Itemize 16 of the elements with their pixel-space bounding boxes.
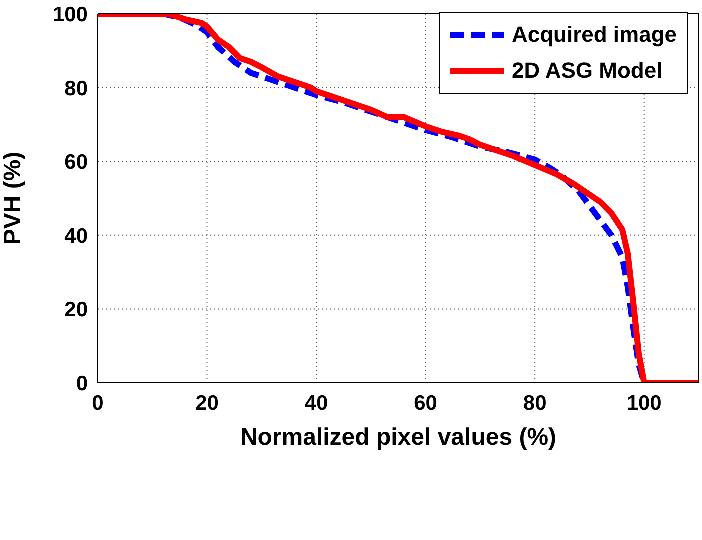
x-tick-label: 20 <box>196 392 219 415</box>
y-tick-label: 80 <box>64 77 88 100</box>
legend-label: Acquired image <box>512 22 677 48</box>
y-tick-label: 60 <box>64 151 88 174</box>
y-tick-label: 0 <box>76 372 88 396</box>
x-tick-label: 0 <box>92 392 104 415</box>
x-axis-title: Normalized pixel values (%) <box>240 424 557 451</box>
x-tick-label: 40 <box>304 392 328 415</box>
legend-label: 2D ASG Model <box>512 58 663 84</box>
y-axis-title: PVH (%) <box>0 152 27 246</box>
x-tick-label: 80 <box>523 392 547 415</box>
y-tick-label: 20 <box>64 298 88 322</box>
x-tick-label: 60 <box>414 392 438 415</box>
x-tick-label: 100 <box>626 392 662 415</box>
y-tick-label: 40 <box>64 224 88 248</box>
y-tick-label: 100 <box>52 3 88 26</box>
